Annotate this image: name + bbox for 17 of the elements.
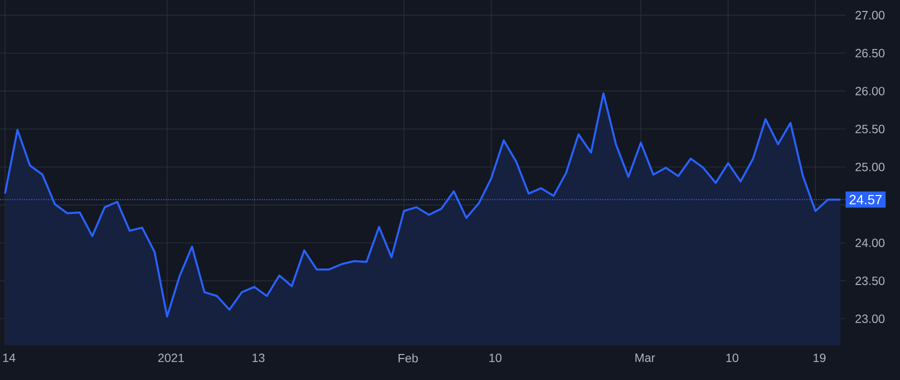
y-tick-label: 24.00	[856, 238, 884, 248]
y-tick-label: 26.00	[856, 86, 884, 96]
x-tick-label: 2021	[158, 354, 184, 362]
y-tick-label: 23.00	[856, 314, 884, 324]
y-tick-label: 23.50	[856, 276, 884, 286]
x-tick-label: Mar	[636, 354, 656, 362]
ref-line-label: 24.57	[850, 194, 882, 204]
x-tick-label: 13	[252, 354, 264, 362]
x-tick-label: Feb	[398, 354, 418, 362]
x-tick-label: 14	[3, 354, 16, 362]
x-tick-label: 19	[814, 354, 826, 362]
y-tick-label: 27.00	[856, 10, 884, 20]
y-tick-label: 26.50	[856, 48, 884, 58]
y-tick-label: 25.50	[856, 124, 884, 134]
x-tick-label: 10	[726, 354, 738, 362]
x-tick-label: 10	[489, 354, 502, 362]
y-tick-label: 25.00	[856, 162, 884, 172]
